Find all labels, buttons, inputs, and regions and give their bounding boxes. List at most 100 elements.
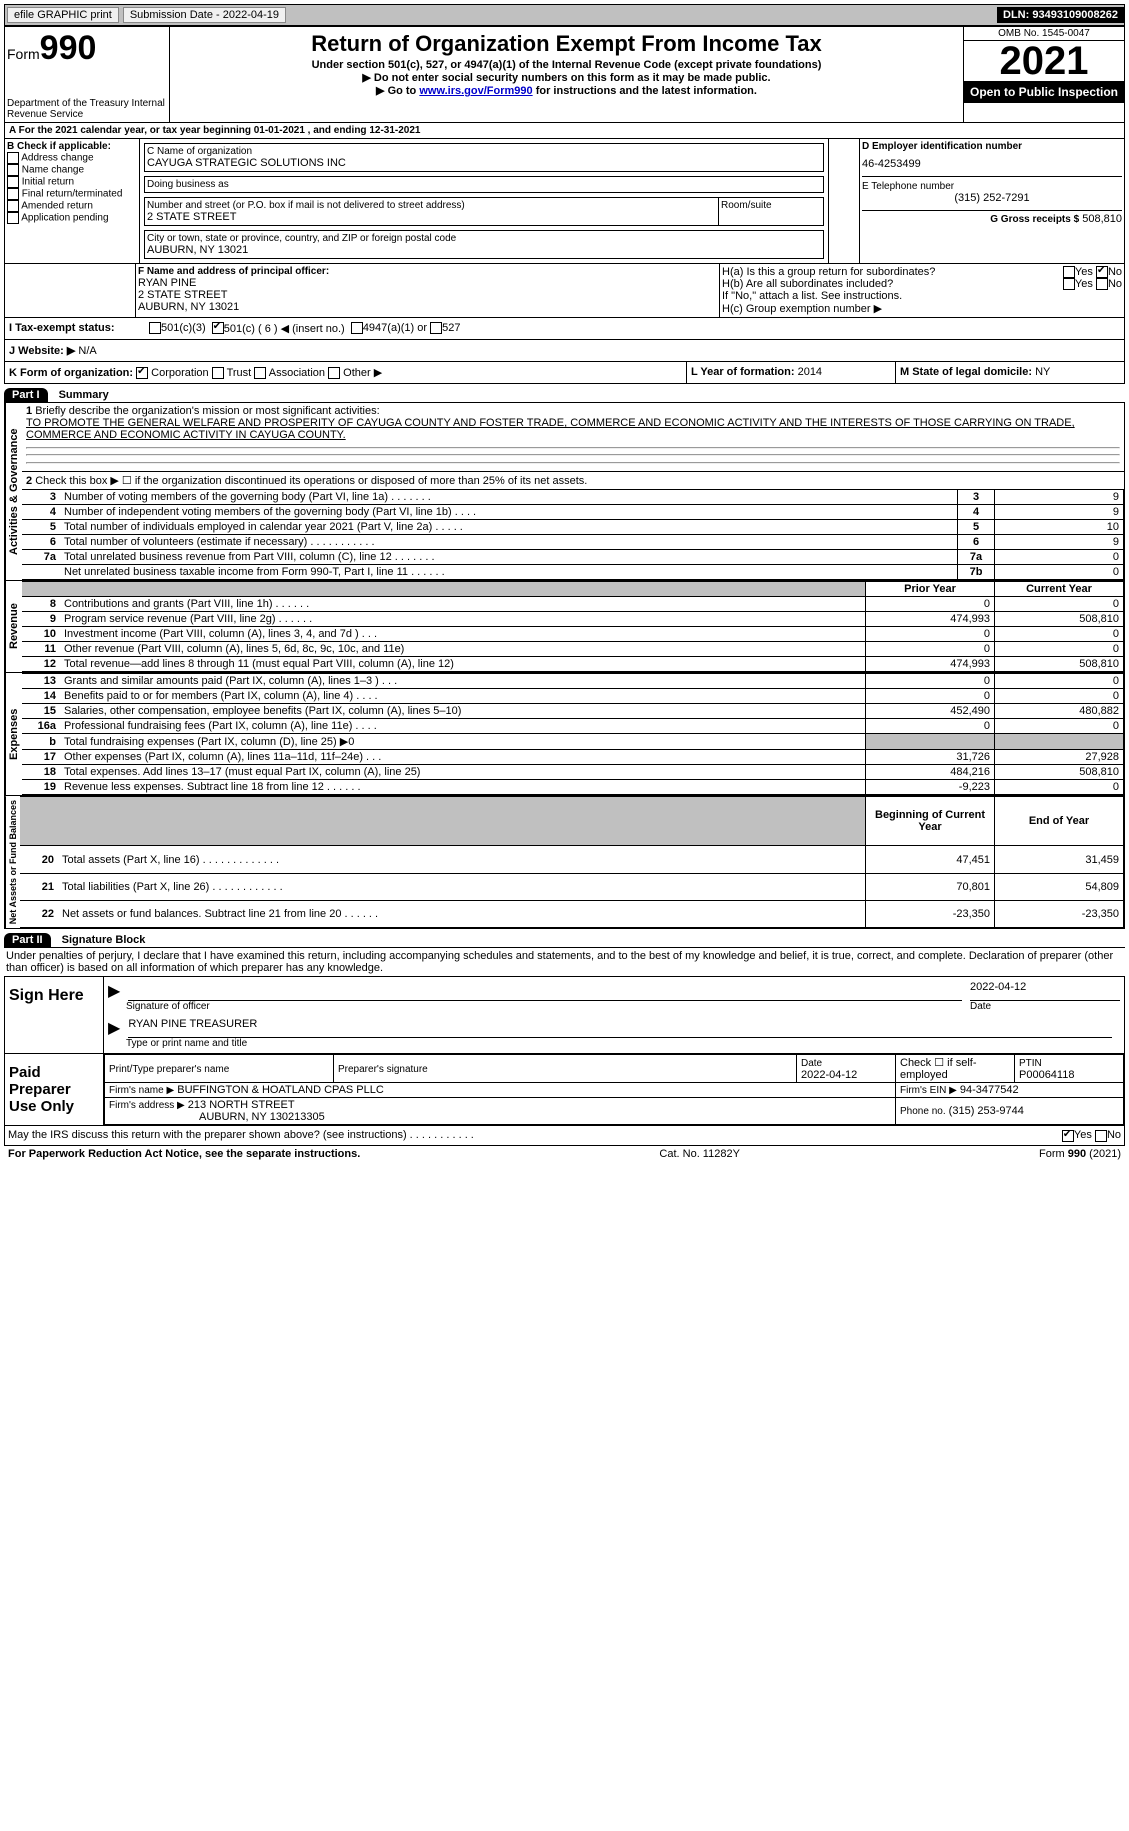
k-corp-checkbox[interactable] bbox=[136, 367, 148, 379]
b-opt-name: Name change bbox=[7, 164, 137, 176]
form-number: Form990 bbox=[7, 29, 167, 68]
ptin-value: P00064118 bbox=[1019, 1069, 1074, 1081]
officer-city: AUBURN, NY 13021 bbox=[138, 301, 717, 313]
firm-name-label: Firm's name ▶ bbox=[109, 1085, 174, 1096]
i-4947-checkbox[interactable] bbox=[351, 322, 363, 334]
table-row: 13Grants and similar amounts paid (Part … bbox=[22, 674, 1124, 689]
table-row: 12Total revenue—add lines 8 through 11 (… bbox=[22, 657, 1124, 672]
hb2-text: If "No," attach a list. See instructions… bbox=[722, 290, 1122, 302]
arrow-icon: ▶ bbox=[108, 1018, 120, 1038]
hb-no-checkbox[interactable] bbox=[1096, 278, 1108, 290]
table-row: 22Net assets or fund balances. Subtract … bbox=[20, 901, 1124, 928]
i-527-checkbox[interactable] bbox=[430, 322, 442, 334]
line-m: M State of legal domicile: NY bbox=[895, 362, 1124, 383]
firm-city: AUBURN, NY 130213305 bbox=[199, 1111, 325, 1123]
fh-block: F Name and address of principal officer:… bbox=[4, 264, 1125, 318]
paid-preparer-block: Paid Preparer Use Only Print/Type prepar… bbox=[4, 1054, 1125, 1126]
k-other-checkbox[interactable] bbox=[328, 367, 340, 379]
line-i: I Tax-exempt status: 501(c)(3) 501(c) ( … bbox=[4, 318, 1125, 340]
discuss-no-checkbox[interactable] bbox=[1095, 1130, 1107, 1142]
officer-sig-date: 2022-04-12 bbox=[970, 981, 1120, 1001]
table-row: 5Total number of individuals employed in… bbox=[22, 520, 1124, 535]
irs-link[interactable]: www.irs.gov/Form990 bbox=[419, 85, 532, 97]
table-row: 11Other revenue (Part VIII, column (A), … bbox=[22, 642, 1124, 657]
section-f: F Name and address of principal officer:… bbox=[136, 264, 719, 317]
submission-date-button[interactable]: Submission Date - 2022-04-19 bbox=[123, 7, 286, 23]
klm-row: K Form of organization: Corporation Trus… bbox=[4, 362, 1125, 384]
efile-print-button[interactable]: efile GRAPHIC print bbox=[7, 7, 119, 23]
firm-addr-label: Firm's address ▶ bbox=[109, 1100, 185, 1111]
vert-revenue: Revenue bbox=[5, 581, 22, 672]
i-label: I Tax-exempt status: bbox=[9, 322, 149, 335]
k-trust-checkbox[interactable] bbox=[212, 367, 224, 379]
hb-yes-checkbox[interactable] bbox=[1063, 278, 1075, 290]
ha-yes-checkbox[interactable] bbox=[1063, 266, 1075, 278]
footer-cat: Cat. No. 11282Y bbox=[659, 1148, 740, 1160]
ein-value: 46-4253499 bbox=[862, 152, 1122, 176]
officer-name: RYAN PINE bbox=[138, 277, 717, 289]
self-employed: Check ☐ if self-employed bbox=[896, 1055, 1015, 1083]
gross-receipts: 508,810 bbox=[1082, 213, 1122, 225]
g-label: G Gross receipts $ bbox=[990, 214, 1079, 225]
table-row: 16aProfessional fundraising fees (Part I… bbox=[22, 719, 1124, 734]
b-opt-initial: Initial return bbox=[7, 176, 137, 188]
officer-street: 2 STATE STREET bbox=[138, 289, 717, 301]
footer-left: For Paperwork Reduction Act Notice, see … bbox=[8, 1148, 360, 1160]
ha-no-checkbox[interactable] bbox=[1096, 266, 1108, 278]
revenue-block: Revenue Prior YearCurrent Year8Contribut… bbox=[4, 581, 1125, 673]
line-j: J Website: ▶ N/A bbox=[4, 340, 1125, 362]
year-formation: 2014 bbox=[798, 366, 822, 378]
q1-label: Briefly describe the organization's miss… bbox=[35, 405, 379, 417]
part2-header-row: Part II Signature Block bbox=[4, 933, 1125, 947]
org-city: AUBURN, NY 13021 bbox=[147, 244, 821, 256]
phone-value: (315) 252-7291 bbox=[862, 192, 1122, 204]
part1-body: Activities & Governance 1 Briefly descri… bbox=[4, 402, 1125, 581]
vert-activities-governance: Activities & Governance bbox=[5, 403, 22, 580]
c-dba-label: Doing business as bbox=[147, 179, 821, 190]
firm-ein: 94-3477542 bbox=[960, 1084, 1019, 1096]
expenses-block: Expenses 13Grants and similar amounts pa… bbox=[4, 673, 1125, 796]
table-row: 17Other expenses (Part IX, column (A), l… bbox=[22, 750, 1124, 765]
i-501c3-checkbox[interactable] bbox=[149, 322, 161, 334]
type-name-label: Type or print name and title bbox=[126, 1038, 1120, 1049]
hc-label: H(c) Group exemption number ▶ bbox=[722, 302, 1122, 315]
sign-here-label: Sign Here bbox=[5, 977, 104, 1053]
c-name-label: C Name of organization bbox=[147, 146, 821, 157]
table-row: 18Total expenses. Add lines 13–17 (must … bbox=[22, 765, 1124, 780]
c-street-label: Number and street (or P.O. box if mail i… bbox=[147, 200, 716, 211]
table-row: 7aTotal unrelated business revenue from … bbox=[22, 550, 1124, 565]
top-action-bar: efile GRAPHIC print Submission Date - 20… bbox=[4, 4, 1125, 26]
m-label: M State of legal domicile: bbox=[900, 366, 1032, 378]
dln-label: DLN: 93493109008262 bbox=[997, 7, 1124, 23]
table-row: 15Salaries, other compensation, employee… bbox=[22, 704, 1124, 719]
vert-net-assets: Net Assets or Fund Balances bbox=[5, 796, 20, 928]
discuss-yes-checkbox[interactable] bbox=[1062, 1130, 1074, 1142]
hb-label: H(b) Are all subordinates included? bbox=[722, 278, 1063, 290]
part1-tab: Part I bbox=[4, 388, 48, 402]
subtitle-2: ▶ Do not enter social security numbers o… bbox=[172, 71, 961, 84]
b-opt-address: Address change bbox=[7, 152, 137, 164]
table-row: 14Benefits paid to or for members (Part … bbox=[22, 689, 1124, 704]
e-label: E Telephone number bbox=[862, 181, 1122, 192]
firm-phone: (315) 253-9744 bbox=[949, 1105, 1024, 1117]
j-label: J Website: ▶ bbox=[9, 345, 75, 357]
table-revenue: Prior YearCurrent Year8Contributions and… bbox=[22, 581, 1124, 672]
org-name: CAYUGA STRATEGIC SOLUTIONS INC bbox=[147, 157, 821, 169]
d-label: D Employer identification number bbox=[862, 141, 1122, 152]
subtitle-1: Under section 501(c), 527, or 4947(a)(1)… bbox=[172, 59, 961, 71]
k-assoc-checkbox[interactable] bbox=[254, 367, 266, 379]
line-a-tax-year: A For the 2021 calendar year, or tax yea… bbox=[4, 123, 1125, 139]
i-501c-checkbox[interactable] bbox=[212, 322, 224, 334]
line-l: L Year of formation: 2014 bbox=[686, 362, 895, 383]
subtitle-3: ▶ Go to www.irs.gov/Form990 for instruct… bbox=[172, 84, 961, 97]
vert-expenses: Expenses bbox=[5, 673, 22, 795]
firm-ein-label: Firm's EIN ▶ bbox=[900, 1085, 957, 1096]
date-label: Date bbox=[970, 1001, 1120, 1012]
discuss-row: May the IRS discuss this return with the… bbox=[4, 1126, 1125, 1145]
b-opt-amended: Amended return bbox=[7, 200, 137, 212]
k-label: K Form of organization: bbox=[9, 367, 133, 379]
org-street: 2 STATE STREET bbox=[147, 211, 716, 223]
f-label: F Name and address of principal officer: bbox=[138, 266, 717, 277]
officer-printed-name: RYAN PINE TREASURER bbox=[128, 1018, 1112, 1038]
footer-right: Form 990 (2021) bbox=[1039, 1148, 1121, 1160]
